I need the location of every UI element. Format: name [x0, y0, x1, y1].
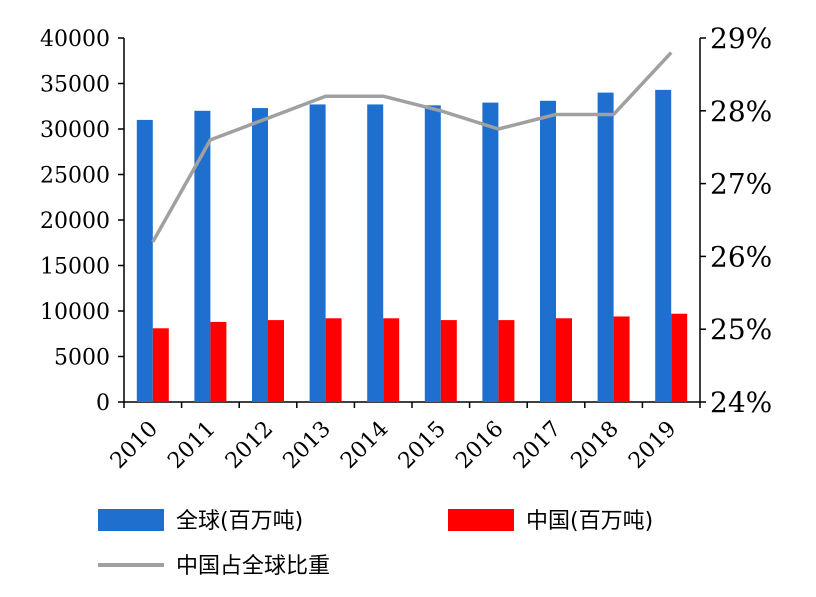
legend-swatch-global: [98, 509, 164, 531]
left-tick-label: 30000: [40, 118, 110, 143]
left-tick-label: 35000: [40, 73, 110, 98]
bar-global: [309, 104, 326, 403]
left-tick-label: 10000: [40, 300, 110, 325]
bar-global: [136, 119, 153, 403]
bar-china: [613, 316, 630, 402]
bar-global: [597, 92, 614, 402]
bar-china: [268, 320, 284, 402]
right-tick-label: 25%: [710, 313, 772, 346]
right-tick-label: 27%: [710, 168, 772, 201]
left-tick-label: 20000: [40, 209, 110, 234]
bar-china: [383, 318, 400, 402]
bar-china: [325, 318, 342, 402]
legend-label: 中国(百万吨): [526, 509, 653, 534]
legend-label: 全球(百万吨): [176, 509, 303, 534]
x-tick-label: 2012: [221, 417, 278, 474]
bar-global: [194, 110, 211, 403]
x-tick-label: 2017: [509, 417, 566, 474]
bar-global: [252, 108, 268, 402]
right-tick-label: 24%: [710, 386, 772, 419]
right-tick-label: 26%: [710, 240, 772, 273]
bar-china: [210, 321, 227, 402]
bar-global: [655, 89, 672, 403]
x-tick-label: 2011: [163, 417, 220, 474]
left-tick-label: 15000: [40, 255, 110, 280]
right-tick-label: 28%: [710, 95, 772, 128]
bar-china: [152, 328, 169, 402]
left-tick-label: 0: [96, 391, 110, 416]
left-tick-label: 25000: [40, 164, 110, 189]
share-line: [151, 51, 673, 243]
right-tick-label: 29%: [710, 22, 772, 55]
bar-global: [482, 102, 499, 403]
x-tick-label: 2016: [451, 417, 508, 474]
left-tick-label: 5000: [54, 346, 110, 371]
bar-global: [367, 104, 384, 403]
bar-china: [498, 320, 515, 402]
legend-label: 中国占全球比重: [176, 554, 330, 579]
x-tick-label: 2010: [106, 417, 163, 474]
bar-china: [440, 320, 457, 402]
bar-global: [540, 100, 556, 402]
left-tick-label: 40000: [40, 27, 110, 52]
x-tick-label: 2014: [336, 417, 393, 474]
x-tick-label: 2013: [279, 417, 336, 474]
legend-swatch-china: [448, 509, 514, 531]
bar-china: [556, 318, 572, 402]
bar-global: [424, 105, 441, 402]
x-tick-label: 2019: [624, 417, 681, 474]
x-tick-label: 2018: [567, 417, 624, 474]
x-tick-label: 2015: [394, 417, 451, 474]
bar-china: [671, 313, 688, 402]
